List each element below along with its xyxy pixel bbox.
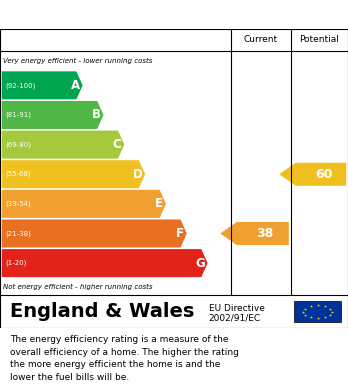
Text: 60: 60 (315, 168, 332, 181)
Polygon shape (220, 222, 289, 245)
Text: (69-80): (69-80) (5, 142, 31, 148)
Polygon shape (2, 219, 187, 248)
Text: (81-91): (81-91) (5, 112, 31, 118)
Text: Current: Current (244, 36, 278, 45)
Text: B: B (92, 108, 101, 122)
Text: 38: 38 (257, 227, 274, 240)
Polygon shape (2, 101, 103, 129)
Text: D: D (133, 168, 142, 181)
Text: Potential: Potential (299, 36, 339, 45)
FancyBboxPatch shape (294, 301, 341, 323)
Text: Not energy efficient - higher running costs: Not energy efficient - higher running co… (3, 283, 153, 290)
Text: England & Wales: England & Wales (10, 302, 195, 321)
Text: E: E (155, 197, 163, 210)
Text: F: F (176, 227, 184, 240)
Text: (55-68): (55-68) (5, 171, 31, 178)
Text: G: G (195, 256, 205, 270)
Text: C: C (113, 138, 121, 151)
Text: (1-20): (1-20) (5, 260, 26, 266)
Polygon shape (2, 160, 145, 188)
Text: 2002/91/EC: 2002/91/EC (209, 313, 261, 322)
Polygon shape (279, 163, 346, 186)
Polygon shape (2, 71, 82, 99)
Text: (39-54): (39-54) (5, 201, 31, 207)
Polygon shape (2, 190, 166, 218)
Text: (21-38): (21-38) (5, 230, 31, 237)
Text: Very energy efficient - lower running costs: Very energy efficient - lower running co… (3, 57, 153, 64)
Text: A: A (71, 79, 80, 92)
Polygon shape (2, 131, 124, 159)
Text: (92-100): (92-100) (5, 82, 35, 89)
Text: Energy Efficiency Rating: Energy Efficiency Rating (9, 7, 219, 22)
Text: The energy efficiency rating is a measure of the
overall efficiency of a home. T: The energy efficiency rating is a measur… (10, 335, 239, 382)
Polygon shape (2, 249, 208, 277)
Text: EU Directive: EU Directive (209, 304, 265, 313)
